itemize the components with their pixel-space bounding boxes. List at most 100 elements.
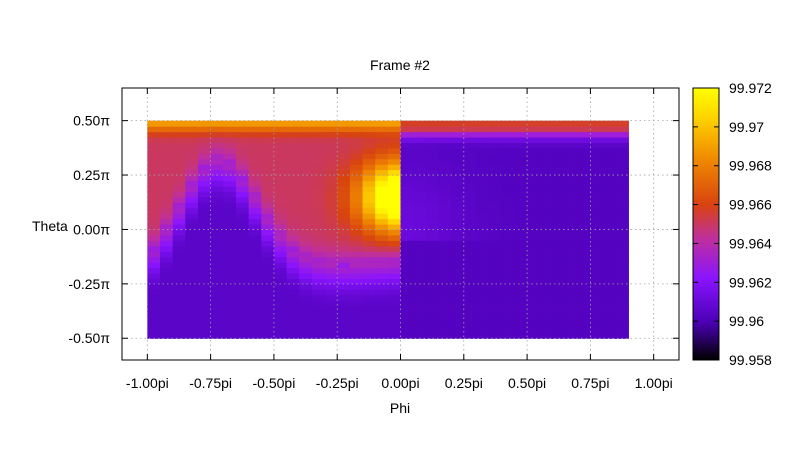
heatmap-cell	[603, 305, 617, 312]
heatmap-cell	[159, 218, 174, 225]
heatmap-cell	[387, 185, 402, 192]
heatmap-cell	[311, 180, 326, 187]
heatmap-cell	[413, 300, 427, 307]
heatmap-cell	[501, 169, 516, 176]
heatmap-cell	[286, 229, 300, 236]
heatmap-cell	[324, 120, 338, 127]
heatmap-cell	[539, 289, 554, 296]
heatmap-cell	[527, 327, 541, 334]
heatmap-cell	[286, 196, 300, 203]
heatmap-cell	[172, 305, 186, 312]
heatmap-cell	[235, 224, 250, 231]
heatmap-cell	[172, 234, 186, 241]
heatmap-cell	[185, 311, 199, 318]
heatmap-cell	[577, 229, 591, 236]
heatmap-cell	[210, 224, 224, 231]
heatmap-cell	[337, 316, 351, 323]
heatmap-cell	[147, 278, 161, 285]
heatmap-cell	[273, 256, 288, 263]
heatmap-cell	[159, 251, 174, 258]
heatmap-cell	[248, 136, 262, 143]
heatmap-cell	[210, 147, 224, 154]
heatmap-cell	[501, 294, 516, 301]
heatmap-cell	[527, 158, 541, 165]
heatmap-cell	[476, 153, 490, 160]
heatmap-cell	[324, 153, 338, 160]
heatmap-cell	[438, 300, 452, 307]
heatmap-cell	[539, 153, 554, 160]
heatmap-cell	[375, 251, 389, 258]
heatmap-cell	[527, 142, 541, 149]
heatmap-cell	[489, 251, 503, 258]
heatmap-cell	[400, 294, 414, 301]
heatmap-cell	[375, 218, 389, 225]
heatmap-cell	[324, 136, 338, 143]
heatmap-cell	[197, 321, 212, 328]
heatmap-cell	[413, 202, 427, 209]
heatmap-cell	[476, 289, 490, 296]
heatmap-cell	[223, 305, 237, 312]
heatmap-cell	[451, 202, 465, 209]
heatmap-cell	[375, 164, 389, 171]
heatmap-cell	[261, 153, 275, 160]
heatmap-cell	[615, 131, 629, 138]
heatmap-cell	[349, 321, 364, 328]
heatmap-cell	[527, 305, 541, 312]
heatmap-cell	[451, 207, 465, 214]
colorbar-tick-label: 99.966	[729, 197, 772, 213]
heatmap-cell	[476, 131, 490, 138]
heatmap-cell	[476, 169, 490, 176]
heatmap-cell	[147, 175, 161, 182]
heatmap-cell	[337, 305, 351, 312]
heatmap-cell	[425, 131, 440, 138]
heatmap-cell	[489, 305, 503, 312]
heatmap-cell	[159, 262, 174, 269]
heatmap-cell	[451, 126, 465, 133]
heatmap-cell	[299, 218, 313, 225]
heatmap-cell	[337, 126, 351, 133]
heatmap-cell	[400, 191, 414, 198]
heatmap-cell	[501, 175, 516, 182]
heatmap-cell	[248, 191, 262, 198]
heatmap-cell	[197, 256, 212, 263]
heatmap-cell	[349, 278, 364, 285]
heatmap-cell	[539, 142, 554, 149]
heatmap-cell	[324, 229, 338, 236]
heatmap-cell	[400, 251, 414, 258]
heatmap-cell	[387, 180, 402, 187]
heatmap-cell	[501, 272, 516, 279]
heatmap-cell	[387, 311, 402, 318]
heatmap-cell	[286, 272, 300, 279]
heatmap-cell	[438, 120, 452, 127]
heatmap-cell	[451, 245, 465, 252]
heatmap-cell	[489, 224, 503, 231]
heatmap-cell	[565, 305, 579, 312]
heatmap-cell	[603, 196, 617, 203]
heatmap-cell	[210, 136, 224, 143]
heatmap-cell	[501, 147, 516, 154]
heatmap-cell	[172, 332, 186, 339]
heatmap-cell	[577, 300, 591, 307]
heatmap-cell	[172, 240, 186, 247]
heatmap-cell	[248, 175, 262, 182]
heatmap-cell	[223, 218, 237, 225]
heatmap-cell	[590, 126, 604, 133]
heatmap-cell	[197, 267, 212, 274]
heatmap-cell	[387, 218, 402, 225]
heatmap-cell	[235, 191, 250, 198]
heatmap-cell	[172, 175, 186, 182]
heatmap-cell	[463, 164, 478, 171]
heatmap-cell	[489, 169, 503, 176]
colorbar-tick-label: 99.962	[729, 274, 772, 290]
heatmap-cell	[223, 224, 237, 231]
heatmap-cell	[514, 272, 528, 279]
heatmap-cell	[615, 191, 629, 198]
heatmap-cell	[438, 327, 452, 334]
heatmap-cell	[552, 180, 566, 187]
heatmap-cell	[476, 300, 490, 307]
heatmap-cell	[375, 191, 389, 198]
heatmap-cell	[438, 175, 452, 182]
heatmap-cell	[615, 267, 629, 274]
heatmap-cell	[565, 175, 579, 182]
heatmap-cell	[615, 207, 629, 214]
